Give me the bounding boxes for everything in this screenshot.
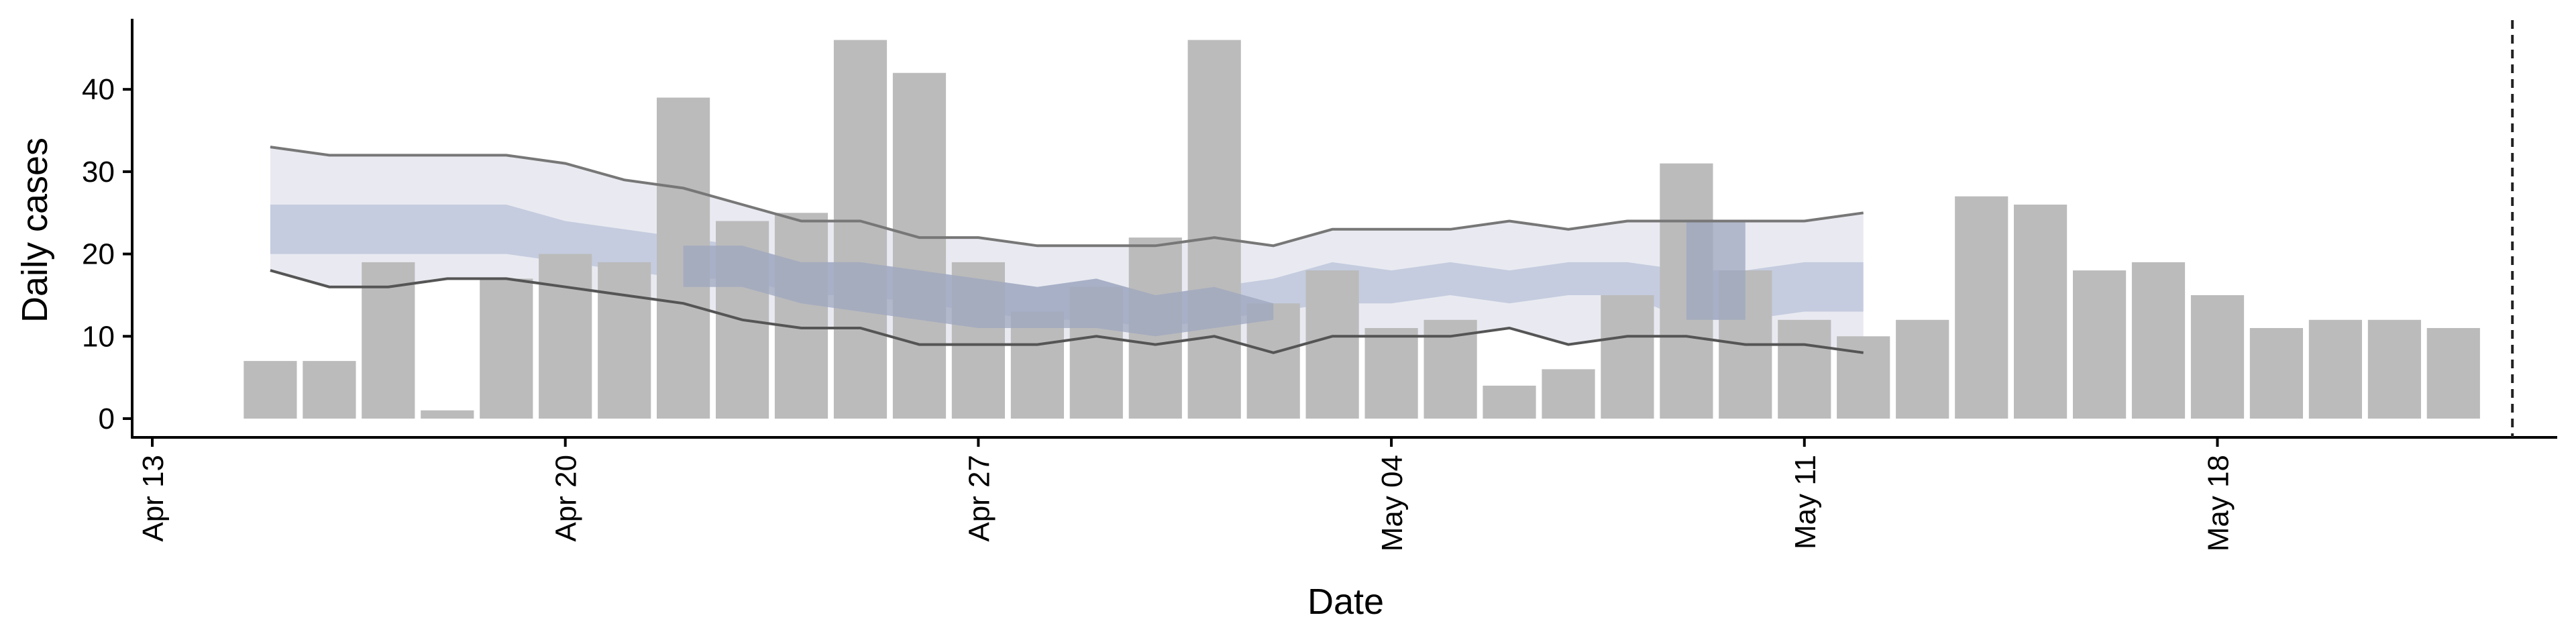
bar-2020-04-21 <box>598 262 651 419</box>
y-tick-label-40: 40 <box>82 73 115 106</box>
x-tick-label-2020-05-04: May 04 <box>1376 455 1409 551</box>
x-tick-label-2020-04-27: Apr 27 <box>963 455 996 542</box>
bar-2020-04-18 <box>421 410 474 419</box>
bar-2020-05-03 <box>1305 270 1359 419</box>
x-tick-label-2020-05-11: May 11 <box>1789 455 1822 549</box>
inner-ribbon <box>270 205 1864 328</box>
axes: 0 10 20 30 40 Apr 13 Apr 20 Apr 27 May 04 May 11 M… <box>82 19 2557 551</box>
bar-2020-04-26 <box>892 72 947 419</box>
bar-2020-05-07 <box>1542 369 1595 419</box>
bar-2020-05-08 <box>1601 295 1654 419</box>
bar-2020-05-20 <box>2308 319 2362 419</box>
y-tick-label-30: 30 <box>82 156 115 189</box>
bar-2020-05-06 <box>1483 385 1536 419</box>
bar-2020-05-04 <box>1364 328 1418 419</box>
bar-2020-04-20 <box>539 254 592 419</box>
bar-2020-05-19 <box>2249 328 2303 419</box>
ribbon-over-bars <box>683 221 1746 337</box>
bar-2020-05-13 <box>1896 319 1949 419</box>
bar-2020-04-28 <box>1010 311 1064 419</box>
bar-2020-05-22 <box>2426 328 2480 419</box>
bar-2020-05-14 <box>1955 196 2008 419</box>
projection-bound-lines <box>270 146 1864 354</box>
bar-2020-05-15 <box>2014 205 2068 419</box>
bar-2020-04-15 <box>244 361 297 419</box>
bar-2020-05-12 <box>1837 336 1890 419</box>
bar-2020-05-18 <box>2190 295 2245 419</box>
x-tick-label-2020-04-13: Apr 13 <box>137 455 170 542</box>
bar-2020-05-21 <box>2367 319 2421 419</box>
bar-2020-05-17 <box>2131 262 2186 419</box>
upper-bound-line <box>270 146 1864 248</box>
x-tick-label-2020-04-20: Apr 20 <box>550 455 583 542</box>
daily-case-bars <box>244 40 2480 419</box>
bar-2020-04-17 <box>362 262 415 419</box>
lower-bound-line <box>270 269 1864 354</box>
bar-2020-04-16 <box>303 361 356 419</box>
bar-2020-05-01 <box>1187 40 1241 419</box>
bar-2020-05-02 <box>1246 303 1300 419</box>
bar-2020-04-24 <box>774 213 828 419</box>
y-tick-label-20: 20 <box>82 238 115 271</box>
y-tick-label-10: 10 <box>82 320 115 353</box>
bar-2020-04-25 <box>833 40 888 419</box>
x-axis-title: Date <box>1307 582 1384 622</box>
bar-2020-05-11 <box>1778 319 1831 419</box>
x-tick-label-2020-05-18: May 18 <box>2202 455 2235 551</box>
y-axis-title: Daily cases <box>15 138 55 323</box>
bar-2020-04-19 <box>480 278 533 419</box>
y-tick-label-0: 0 <box>99 402 115 435</box>
bar-2020-05-16 <box>2073 270 2127 419</box>
